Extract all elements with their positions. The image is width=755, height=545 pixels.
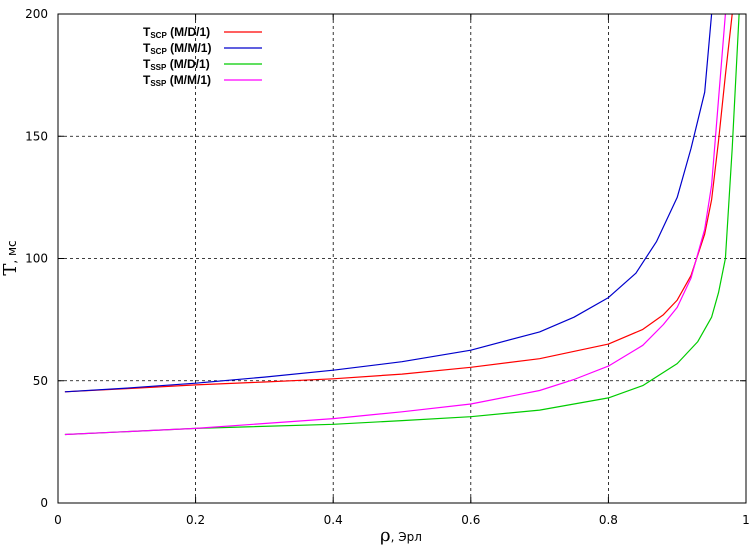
x-tick-label: 0 <box>54 513 62 527</box>
grid <box>58 14 746 503</box>
series-line <box>64 13 733 393</box>
y-axis-symbol: T <box>0 264 21 276</box>
legend-label-rest: (M/D/1) <box>166 57 209 71</box>
legend-label-main: T <box>143 25 151 39</box>
y-axis-label: T, мс <box>0 240 21 275</box>
y-tick-label: 200 <box>25 7 48 21</box>
y-tick-label: 50 <box>33 374 48 388</box>
x-tick-label: 0.6 <box>461 513 480 527</box>
series-line <box>64 13 726 436</box>
legend-label-main: T <box>143 73 151 87</box>
legend-label-rest: (M/M/1) <box>166 73 211 87</box>
legend-label-subscript: SCP <box>150 31 167 40</box>
x-axis-unit: , Эрл <box>391 530 422 544</box>
y-tick-label: 0 <box>40 496 48 510</box>
y-axis-unit: , мс <box>5 240 19 263</box>
legend: TSCP (M/D/1)TSCP (M/M/1)TSSP (M/D/1)TSSP… <box>143 25 262 88</box>
legend-label: TSCP (M/M/1) <box>143 41 211 56</box>
y-tick-label: 100 <box>25 252 48 266</box>
legend-label: TSSP (M/M/1) <box>143 73 211 88</box>
series-line <box>64 13 713 393</box>
legend-label-subscript: SSP <box>150 79 167 88</box>
legend-label-rest: (M/M/1) <box>167 41 212 55</box>
x-tick-label: 0.8 <box>599 513 618 527</box>
series-lines <box>64 13 740 436</box>
legend-label-subscript: SCP <box>150 47 167 56</box>
series-line <box>64 13 740 436</box>
x-axis-symbol: ρ <box>380 525 391 545</box>
legend-label-rest: (M/D/1) <box>167 25 210 39</box>
legend-label-subscript: SSP <box>150 63 167 72</box>
x-tick-label: 1 <box>742 513 750 527</box>
legend-label-main: T <box>143 57 151 71</box>
ticks: 0 0.2 0.4 0.6 0.8 1 0 50 100 150 200 <box>25 7 750 527</box>
x-axis-label: ρ, Эрл <box>380 525 422 545</box>
legend-label: TSSP (M/D/1) <box>143 57 210 72</box>
legend-label-main: T <box>143 41 151 55</box>
legend-label: TSCP (M/D/1) <box>143 25 210 40</box>
x-tick-label: 0.2 <box>186 513 205 527</box>
x-tick-label: 0.4 <box>324 513 343 527</box>
y-tick-label: 150 <box>25 129 48 143</box>
